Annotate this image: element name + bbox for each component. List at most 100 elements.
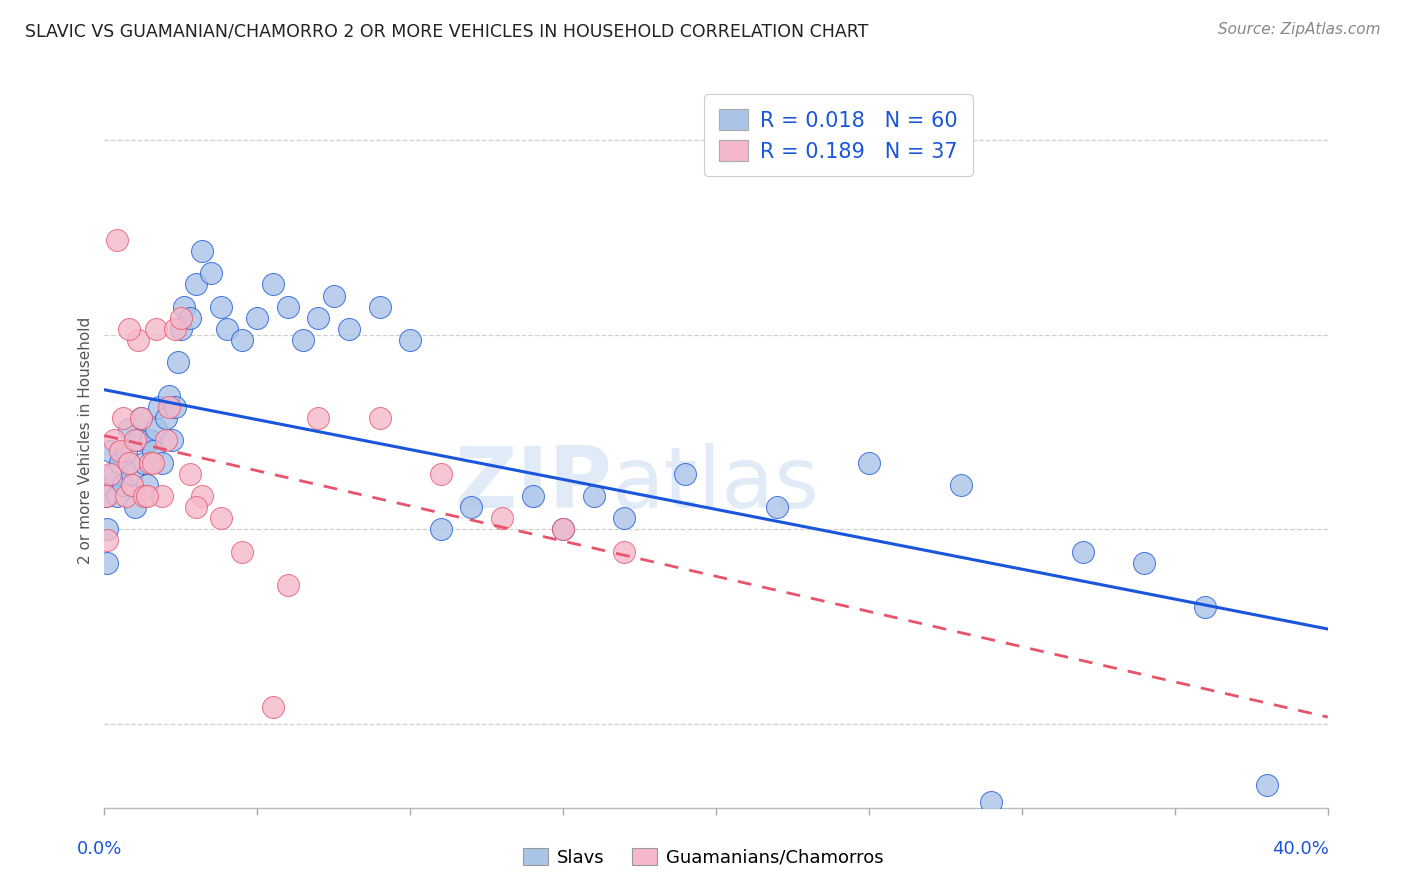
Point	[179, 310, 201, 325]
Point	[231, 333, 253, 347]
Point	[136, 489, 159, 503]
Point	[94, 489, 117, 503]
Point	[157, 389, 180, 403]
Legend: Slavs, Guamanians/Chamorros: Slavs, Guamanians/Chamorros	[516, 841, 890, 874]
Text: SLAVIC VS GUAMANIAN/CHAMORRO 2 OR MORE VEHICLES IN HOUSEHOLD CORRELATION CHART: SLAVIC VS GUAMANIAN/CHAMORRO 2 OR MORE V…	[25, 22, 869, 40]
Point	[129, 411, 152, 425]
Point	[127, 333, 149, 347]
Text: atlas: atlas	[612, 442, 820, 526]
Point	[155, 411, 177, 425]
Point	[98, 478, 121, 492]
Point	[114, 489, 136, 503]
Point	[246, 310, 269, 325]
Point	[308, 411, 330, 425]
Point	[322, 288, 344, 302]
Point	[105, 489, 128, 503]
Point	[124, 434, 146, 448]
Point	[430, 467, 453, 481]
Point	[191, 489, 214, 503]
Point	[491, 511, 513, 525]
Point	[368, 411, 391, 425]
Point	[152, 489, 174, 503]
Point	[337, 322, 360, 336]
Point	[1133, 556, 1156, 570]
Point	[1194, 600, 1216, 615]
Point	[118, 422, 141, 436]
Point	[103, 434, 125, 448]
Point	[170, 310, 193, 325]
Point	[179, 467, 201, 481]
Point	[430, 522, 453, 536]
Point	[160, 434, 183, 448]
Point	[675, 467, 697, 481]
Point	[277, 300, 299, 314]
Point	[94, 489, 117, 503]
Point	[152, 456, 174, 470]
Point	[121, 478, 143, 492]
Point	[105, 233, 128, 247]
Point	[118, 456, 141, 470]
Point	[858, 456, 880, 470]
Point	[292, 333, 315, 347]
Point	[127, 434, 149, 448]
Point	[308, 310, 330, 325]
Point	[142, 456, 165, 470]
Point	[522, 489, 544, 503]
Point	[582, 489, 605, 503]
Point	[124, 500, 146, 514]
Point	[1071, 544, 1094, 558]
Point	[200, 266, 222, 280]
Legend: R = 0.018   N = 60, R = 0.189   N = 37: R = 0.018 N = 60, R = 0.189 N = 37	[704, 95, 973, 177]
Point	[111, 411, 134, 425]
Point	[553, 522, 575, 536]
Text: ZIP: ZIP	[454, 442, 612, 526]
Point	[766, 500, 789, 514]
Point	[215, 322, 238, 336]
Point	[262, 700, 284, 714]
Point	[184, 277, 207, 292]
Point	[155, 434, 177, 448]
Point	[100, 444, 122, 458]
Point	[139, 434, 162, 448]
Point	[231, 544, 253, 558]
Point	[148, 400, 170, 414]
Point	[163, 322, 186, 336]
Point	[145, 322, 167, 336]
Point	[136, 478, 159, 492]
Point	[209, 300, 232, 314]
Point	[96, 522, 118, 536]
Point	[142, 444, 165, 458]
Point	[100, 467, 122, 481]
Point	[184, 500, 207, 514]
Y-axis label: 2 or more Vehicles in Household: 2 or more Vehicles in Household	[79, 317, 93, 564]
Point	[1256, 778, 1278, 792]
Point	[114, 444, 136, 458]
Point	[460, 500, 482, 514]
Point	[157, 400, 180, 414]
Point	[134, 456, 156, 470]
Point	[262, 277, 284, 292]
Point	[145, 422, 167, 436]
Point	[163, 400, 186, 414]
Text: Source: ZipAtlas.com: Source: ZipAtlas.com	[1218, 22, 1381, 37]
Point	[139, 456, 162, 470]
Point	[209, 511, 232, 525]
Point	[170, 322, 193, 336]
Point	[949, 478, 972, 492]
Point	[96, 556, 118, 570]
Point	[613, 544, 636, 558]
Point	[121, 467, 143, 481]
Text: 40.0%: 40.0%	[1272, 840, 1329, 858]
Point	[166, 355, 188, 369]
Point	[553, 522, 575, 536]
Point	[111, 478, 134, 492]
Point	[103, 467, 125, 481]
Point	[118, 322, 141, 336]
Text: 0.0%: 0.0%	[77, 840, 122, 858]
Point	[277, 578, 299, 592]
Point	[129, 411, 152, 425]
Point	[108, 444, 131, 458]
Point	[399, 333, 422, 347]
Point	[134, 489, 156, 503]
Point	[108, 456, 131, 470]
